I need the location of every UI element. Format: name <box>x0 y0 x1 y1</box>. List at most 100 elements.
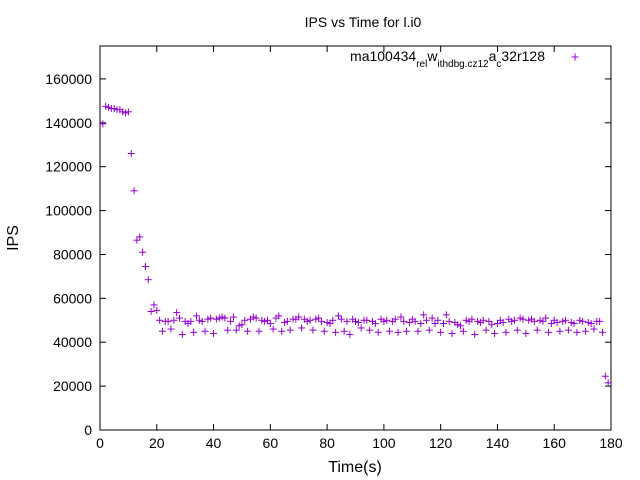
x-tick-label: 60 <box>263 435 279 451</box>
x-tick-label: 140 <box>486 435 510 451</box>
data-point <box>471 331 479 339</box>
plot-axes <box>99 45 612 431</box>
y-tick-label: 40000 <box>53 334 92 350</box>
data-point <box>283 317 291 325</box>
data-point <box>281 318 289 326</box>
y-tick-label: 120000 <box>45 159 92 175</box>
x-axis-label: Time(s) <box>328 459 382 476</box>
data-point <box>286 326 294 334</box>
data-point <box>136 233 144 241</box>
data-point <box>576 316 584 324</box>
data-point <box>105 103 113 111</box>
data-point <box>590 325 598 333</box>
data-point <box>479 316 487 324</box>
data-point <box>556 327 564 335</box>
data-point <box>346 331 354 339</box>
data-point <box>547 320 555 328</box>
data-point <box>440 320 448 328</box>
data-point <box>139 248 147 256</box>
x-tick-label: 160 <box>543 435 567 451</box>
y-tick-label: 100000 <box>45 203 92 219</box>
data-point <box>298 324 306 332</box>
data-point <box>170 316 178 324</box>
data-point <box>493 320 501 328</box>
data-point <box>167 325 175 333</box>
data-point <box>255 327 263 335</box>
data-point <box>499 318 507 326</box>
data-point <box>133 236 141 244</box>
data-point <box>567 318 575 326</box>
data-point <box>221 314 229 322</box>
data-point <box>525 316 533 324</box>
data-point <box>462 316 470 324</box>
data-point <box>468 315 476 323</box>
data-point <box>422 316 430 324</box>
data-point <box>158 327 166 335</box>
data-point <box>343 317 351 325</box>
data-point <box>488 321 496 329</box>
data-point <box>357 324 365 332</box>
series-markers <box>99 102 612 387</box>
data-point <box>102 102 110 110</box>
y-tick-label: 80000 <box>53 246 92 262</box>
data-point <box>315 314 323 322</box>
data-point <box>485 317 493 325</box>
data-point <box>153 306 161 314</box>
data-point <box>502 328 510 336</box>
data-point <box>371 320 379 328</box>
data-point <box>601 372 609 380</box>
data-point <box>431 320 439 328</box>
data-point <box>201 327 209 335</box>
y-tick-label: 0 <box>84 422 92 438</box>
data-point <box>110 105 118 113</box>
data-point <box>124 108 132 116</box>
data-point <box>457 322 465 330</box>
data-point <box>363 316 371 324</box>
data-point <box>414 327 422 335</box>
data-point <box>295 313 303 321</box>
data-point <box>562 316 570 324</box>
data-point <box>164 317 172 325</box>
data-point <box>249 313 257 321</box>
data-point <box>584 318 592 326</box>
data-point <box>386 327 394 335</box>
data-point <box>474 317 482 325</box>
data-point <box>491 329 499 337</box>
data-point <box>405 318 413 326</box>
data-point <box>530 317 538 325</box>
data-point <box>508 317 516 325</box>
data-point <box>227 317 235 325</box>
data-point <box>604 379 612 387</box>
x-tick-label: 80 <box>319 435 335 451</box>
data-point <box>570 320 578 328</box>
data-point <box>326 320 334 328</box>
data-point <box>428 314 436 322</box>
data-point <box>320 327 328 335</box>
data-point <box>573 328 581 336</box>
data-point <box>329 316 337 324</box>
legend-marker-plus <box>571 53 579 61</box>
data-point <box>312 315 320 323</box>
data-point <box>579 317 587 325</box>
data-point <box>420 311 428 319</box>
data-point <box>303 317 311 325</box>
data-point <box>193 312 201 320</box>
data-point <box>147 308 155 316</box>
legend-entry-label: ma100434relwithdbg.cz12ac32r128 <box>350 48 545 70</box>
data-point <box>434 316 442 324</box>
data-point <box>156 316 164 324</box>
legend: ma100434relwithdbg.cz12ac32r128 <box>350 48 579 70</box>
data-point <box>269 325 277 333</box>
data-point <box>218 313 226 321</box>
data-point <box>224 326 232 334</box>
data-point <box>261 317 269 325</box>
data-point <box>235 322 243 330</box>
data-point <box>397 313 405 321</box>
data-point <box>144 276 152 284</box>
data-point <box>212 315 220 323</box>
data-point <box>596 317 604 325</box>
data-point <box>309 326 317 334</box>
y-axis-label: IPS <box>5 225 22 251</box>
plot-frame <box>99 45 612 431</box>
